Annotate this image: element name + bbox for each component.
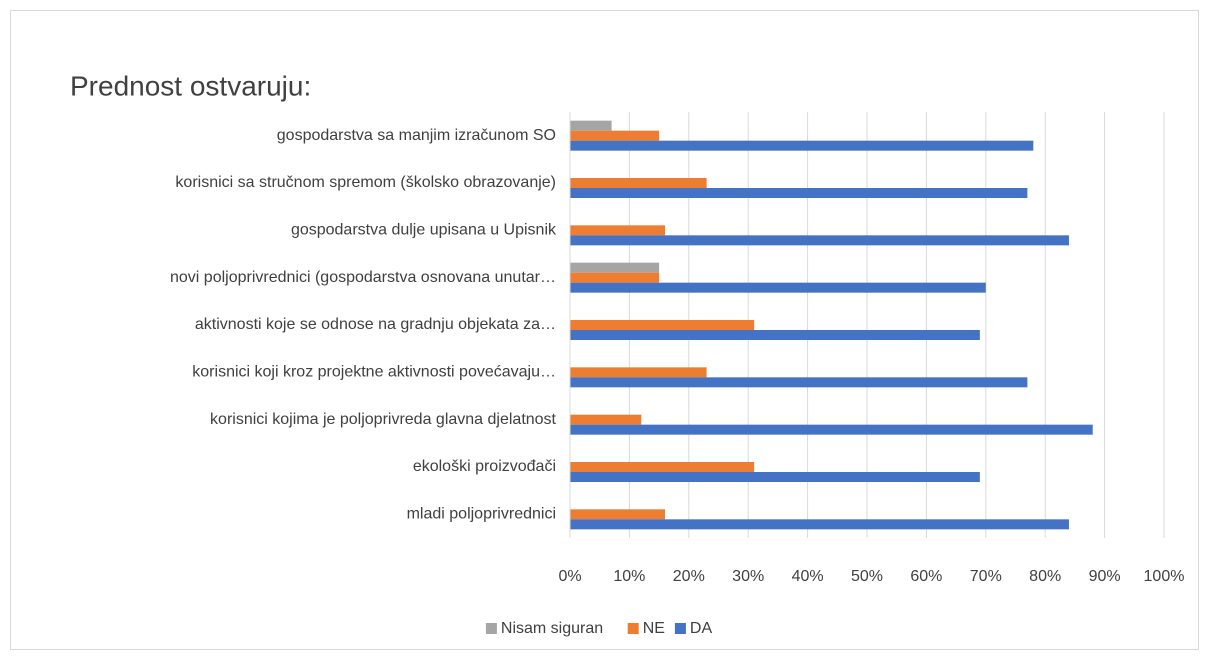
y-tick-label: novi poljoprivrednici (gospodarstva osno… [170, 269, 556, 286]
legend-swatch [674, 623, 686, 634]
bar [570, 462, 755, 472]
bar [570, 262, 660, 273]
bar [570, 272, 660, 283]
y-tick-label: ekološki proizvođači [413, 458, 556, 475]
legend-label: Nisam siguran [501, 620, 603, 637]
bar [570, 120, 612, 131]
y-tick-label: gospodarstva sa manjim izračunom SO [277, 127, 556, 144]
bar [570, 178, 707, 188]
bar [570, 414, 642, 425]
legend-label: NE [643, 620, 665, 637]
y-tick-label: korisnici koji kroz projektne aktivnosti… [192, 364, 556, 381]
bar [570, 130, 660, 141]
x-tick-label: 10% [613, 568, 645, 585]
x-tick-label: 100% [1144, 568, 1185, 585]
y-tick-label: korisnici sa stručnom spremom (školsko o… [175, 174, 556, 191]
bar [570, 140, 1034, 151]
bar [570, 367, 707, 378]
bar [570, 424, 1093, 435]
y-tick-label: aktivnosti koje se odnose na gradnju obj… [195, 316, 556, 333]
legend-swatch [485, 623, 497, 634]
bar [570, 188, 1028, 198]
bar [570, 282, 986, 293]
bar [570, 225, 666, 236]
legend-swatch [627, 623, 639, 634]
y-tick-label: gospodarstva dulje upisana u Upisnik [291, 222, 557, 239]
legend-label: DA [690, 620, 713, 637]
x-tick-label: 30% [732, 568, 764, 585]
x-tick-label: 60% [910, 568, 942, 585]
y-tick-label: korisnici kojima je poljoprivreda glavna… [210, 411, 557, 428]
x-tick-label: 40% [792, 568, 824, 585]
x-tick-label: 70% [970, 568, 1002, 585]
x-tick-label: 90% [1089, 568, 1121, 585]
bar [570, 377, 1028, 388]
bar [570, 235, 1069, 246]
x-tick-label: 0% [558, 568, 581, 585]
x-tick-label: 80% [1029, 568, 1061, 585]
bar [570, 509, 666, 520]
bar [570, 320, 755, 330]
bar [570, 472, 980, 482]
x-tick-label: 50% [851, 568, 883, 585]
bar [570, 330, 980, 340]
chart-title: Prednost ostvaruju: [70, 70, 311, 101]
bar [570, 519, 1069, 530]
y-tick-label: mladi poljoprivrednici [407, 506, 556, 523]
x-tick-label: 20% [673, 568, 705, 585]
